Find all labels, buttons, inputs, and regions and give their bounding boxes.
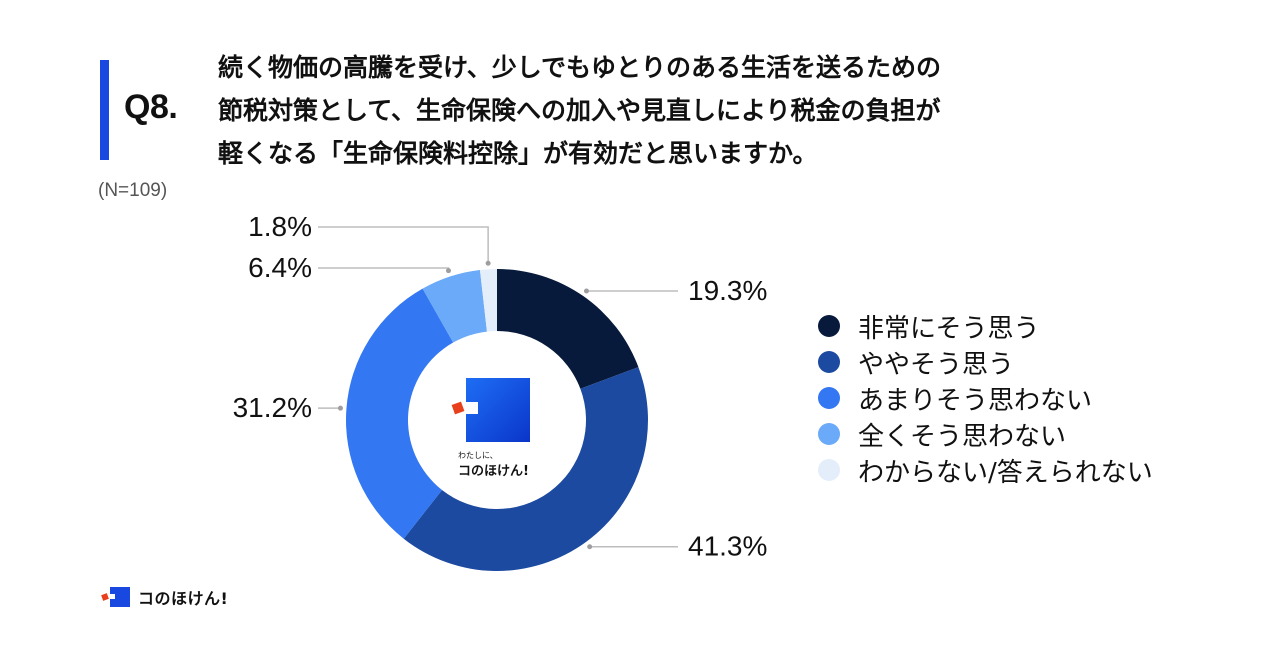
legend-item-3: あまりそう思わない [818,380,1153,416]
data-label-5: 1.8% [248,211,312,242]
legend-swatch [818,387,840,409]
data-label-3: 31.2% [233,392,312,423]
legend-swatch [818,423,840,445]
leader-dot-4 [445,268,451,274]
data-label-4: 6.4% [248,252,312,283]
center-logo-line-1: わたしに、 [458,451,498,460]
data-label-2: 41.3% [688,531,767,562]
footer-brand-text: コのほけん! [138,589,229,608]
legend-label: あまりそう思わない [858,385,1093,416]
leader-line-4 [318,267,450,271]
donut-slice-2 [403,367,648,571]
data-label-1: 19.3% [688,275,767,306]
donut-slice-4 [422,269,487,343]
brand-logo-icon: わたしに、 コのほけん! [451,378,530,479]
legend-label: ややそう思う [858,349,1015,380]
legend-item-2: ややそう思う [818,344,1153,380]
legend-swatch [818,459,840,481]
leader-dot-2 [587,544,593,550]
legend-swatch [818,315,840,337]
footer-logo: コのほけん! [98,585,228,609]
legend-item-1: 非常にそう思う [818,308,1153,344]
sample-size-label: (N=109) [98,180,168,201]
legend-label: 全くそう思わない [858,421,1067,452]
legend-swatch [818,351,840,373]
question-number: Q8. [124,88,178,126]
legend-label: わからない/答えられない [858,457,1153,488]
question-line-3: 軽くなる「生命保険料控除」が有効だと思いますか。 [218,139,818,168]
center-logo-line-2: コのほけん! [458,464,529,479]
center-logo: わたしに、 コのほけん! [448,378,538,488]
legend-item-5: わからない/答えられない [818,452,1153,488]
chart-legend: 非常にそう思う ややそう思うあまりそう思わない 全くそう思わないわからない/答えられ… [818,308,1153,488]
leader-dot-5 [485,260,491,266]
question-line-2: 節税対策として、生命保険への加入や見直しにより税金の負担が [218,96,941,125]
leader-line-5 [318,226,489,264]
question-text: 続く物価の高騰を受け、少しでもゆとりのある生活を送るための 節税対策として、生命… [218,46,1118,175]
accent-bar [100,60,109,160]
donut-slice-5 [479,269,497,332]
question-line-1: 続く物価の高騰を受け、少しでもゆとりのある生活を送るための [218,53,942,82]
leader-dot-1 [583,288,589,294]
legend-item-4: 全くそう思わない [818,416,1153,452]
brand-mark-icon [101,587,130,607]
donut-slice-3 [346,288,454,539]
legend-label: 非常にそう思う [858,313,1040,344]
leader-dot-3 [337,405,343,411]
donut-slice-1 [497,269,639,389]
